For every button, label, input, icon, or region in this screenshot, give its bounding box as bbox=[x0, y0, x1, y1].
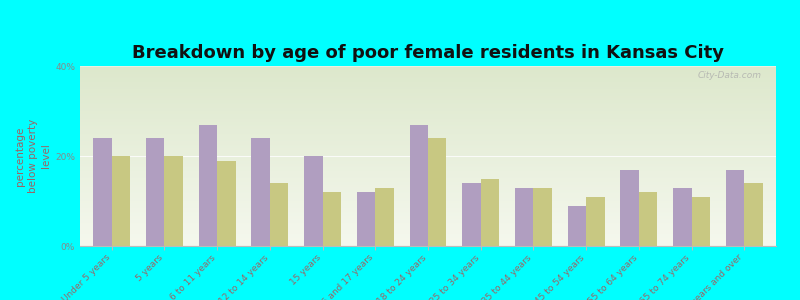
Bar bbox=[621, 169, 639, 246]
Bar bbox=[304, 156, 322, 246]
Title: Breakdown by age of poor female residents in Kansas City: Breakdown by age of poor female resident… bbox=[132, 44, 724, 62]
Bar bbox=[673, 188, 692, 246]
Y-axis label: percentage
below poverty
level: percentage below poverty level bbox=[14, 119, 51, 193]
Bar bbox=[534, 188, 552, 246]
Bar bbox=[639, 192, 658, 246]
Bar bbox=[93, 138, 112, 246]
Text: City-Data.com: City-Data.com bbox=[698, 71, 762, 80]
Bar bbox=[410, 124, 428, 246]
Bar bbox=[428, 138, 446, 246]
Bar bbox=[692, 196, 710, 246]
Bar bbox=[357, 192, 375, 246]
Bar bbox=[726, 169, 744, 246]
Bar bbox=[744, 183, 763, 246]
Bar bbox=[270, 183, 288, 246]
Bar bbox=[586, 196, 605, 246]
Bar bbox=[375, 188, 394, 246]
Bar bbox=[112, 156, 130, 246]
Bar bbox=[568, 206, 586, 246]
Bar bbox=[515, 188, 534, 246]
Bar bbox=[146, 138, 164, 246]
Bar bbox=[164, 156, 183, 246]
Bar bbox=[198, 124, 217, 246]
Bar bbox=[217, 160, 235, 246]
Bar bbox=[481, 178, 499, 246]
Bar bbox=[322, 192, 341, 246]
Bar bbox=[251, 138, 270, 246]
Bar bbox=[462, 183, 481, 246]
